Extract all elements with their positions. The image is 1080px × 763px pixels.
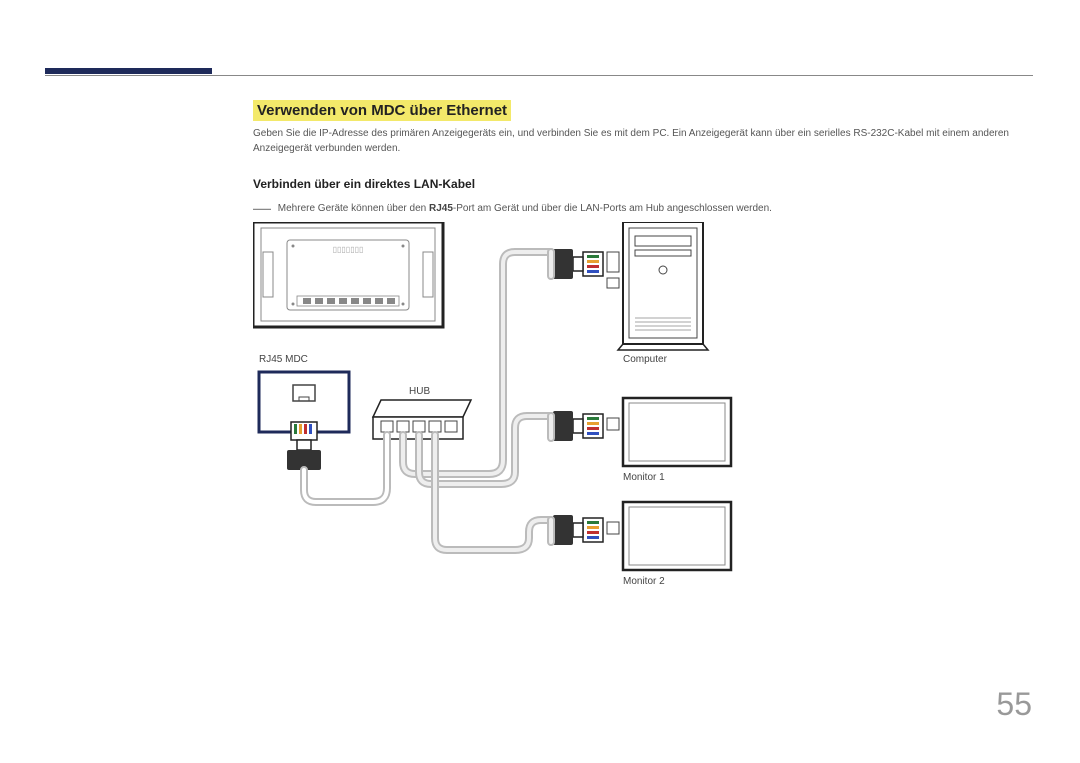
- computer-tower-icon: [607, 222, 708, 350]
- section-heading: Verwenden von MDC über Ethernet: [253, 100, 511, 121]
- note-dash-icon: ―: [253, 198, 271, 218]
- rj45-plug-computer-icon: [553, 249, 603, 279]
- rj45-plug-monitor2-icon: [553, 515, 603, 545]
- svg-text:▯▯▯▯▯▯▯: ▯▯▯▯▯▯▯: [333, 245, 364, 254]
- label-monitor1: Monitor 1: [623, 472, 665, 483]
- subsection-heading: Verbinden über ein direktes LAN-Kabel: [253, 177, 475, 191]
- label-hub: HUB: [409, 386, 430, 397]
- page-number: 55: [996, 686, 1032, 723]
- rj45-plug-monitor1-icon: [553, 411, 603, 441]
- label-monitor2: Monitor 2: [623, 576, 665, 587]
- connection-diagram: ▯▯▯▯▯▯▯: [253, 222, 773, 592]
- label-computer: Computer: [623, 354, 667, 365]
- intro-paragraph: Geben Sie die IP-Adresse des primären An…: [253, 126, 1033, 156]
- note-text-before: Mehrere Geräte können über den: [278, 203, 429, 214]
- horizontal-rule: [45, 75, 1033, 76]
- note-text-after: -Port am Gerät und über die LAN-Ports am…: [453, 203, 772, 214]
- display-device-icon: ▯▯▯▯▯▯▯: [253, 222, 443, 327]
- monitor-1-icon: [607, 398, 731, 466]
- rj45-plug-up-icon: [287, 422, 321, 470]
- monitor-2-icon: [607, 502, 731, 570]
- accent-bar: [45, 68, 212, 74]
- note-line: ― Mehrere Geräte können über den RJ45-Po…: [253, 198, 772, 219]
- label-rj45: RJ45 MDC: [259, 354, 308, 365]
- page: Verwenden von MDC über Ethernet Geben Si…: [0, 0, 1080, 763]
- note-em: RJ45: [429, 203, 453, 214]
